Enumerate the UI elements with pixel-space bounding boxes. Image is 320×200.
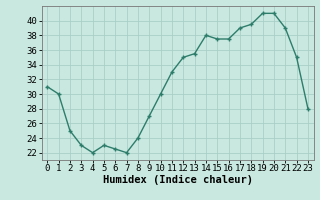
X-axis label: Humidex (Indice chaleur): Humidex (Indice chaleur) — [103, 175, 252, 185]
